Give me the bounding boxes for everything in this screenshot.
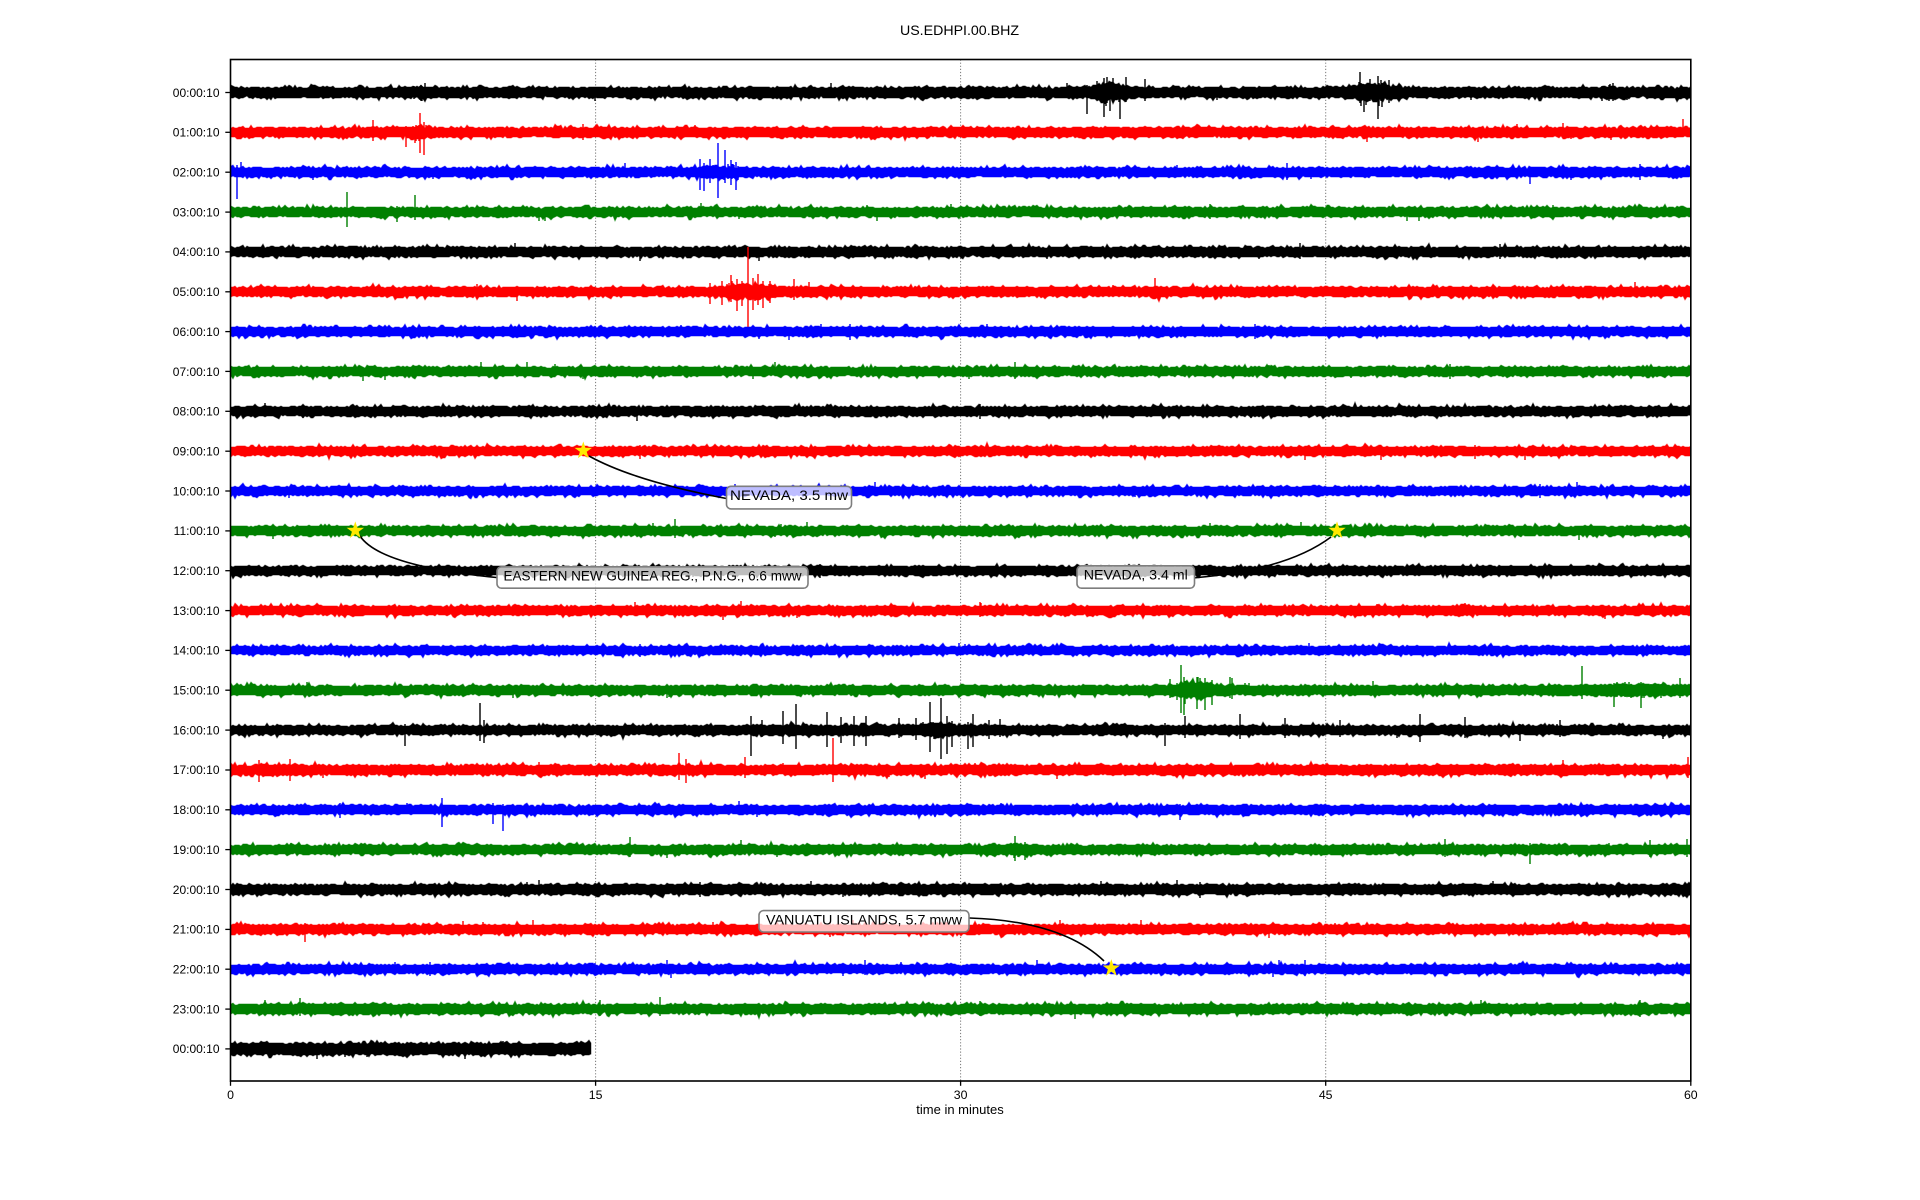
svg-text:09:00:10: 09:00:10 — [173, 445, 220, 459]
svg-text:17:00:10: 17:00:10 — [173, 763, 220, 777]
svg-text:NEVADA, 3.5 mw: NEVADA, 3.5 mw — [730, 487, 849, 503]
svg-text:06:00:10: 06:00:10 — [173, 325, 220, 339]
svg-text:23:00:10: 23:00:10 — [173, 1002, 220, 1016]
svg-text:07:00:10: 07:00:10 — [173, 365, 220, 379]
svg-text:NEVADA, 3.4 ml: NEVADA, 3.4 ml — [1084, 567, 1188, 583]
svg-text:45: 45 — [1319, 1088, 1333, 1102]
svg-text:EASTERN NEW GUINEA REG., P.N.G: EASTERN NEW GUINEA REG., P.N.G., 6.6 mww — [504, 568, 803, 584]
svg-text:03:00:10: 03:00:10 — [173, 205, 220, 219]
svg-text:16:00:10: 16:00:10 — [173, 723, 220, 737]
svg-text:60: 60 — [1684, 1088, 1698, 1102]
svg-text:11:00:10: 11:00:10 — [174, 524, 220, 538]
svg-text:14:00:10: 14:00:10 — [173, 644, 220, 658]
svg-text:10:00:10: 10:00:10 — [173, 484, 220, 498]
svg-text:01:00:10: 01:00:10 — [173, 126, 220, 140]
svg-text:13:00:10: 13:00:10 — [173, 604, 220, 618]
svg-text:20:00:10: 20:00:10 — [173, 883, 220, 897]
svg-text:15: 15 — [589, 1088, 603, 1102]
svg-text:22:00:10: 22:00:10 — [173, 963, 220, 977]
svg-text:US.EDHPI.00.BHZ: US.EDHPI.00.BHZ — [900, 23, 1019, 39]
svg-text:18:00:10: 18:00:10 — [173, 803, 220, 817]
svg-text:00:00:10: 00:00:10 — [173, 1042, 220, 1056]
svg-text:30: 30 — [954, 1088, 968, 1102]
svg-text:0: 0 — [227, 1088, 234, 1102]
svg-text:21:00:10: 21:00:10 — [173, 923, 220, 937]
svg-text:time in minutes: time in minutes — [916, 1102, 1004, 1117]
svg-text:08:00:10: 08:00:10 — [173, 405, 220, 419]
svg-text:12:00:10: 12:00:10 — [173, 564, 220, 578]
svg-text:02:00:10: 02:00:10 — [173, 166, 220, 180]
svg-text:15:00:10: 15:00:10 — [173, 684, 220, 698]
svg-text:19:00:10: 19:00:10 — [173, 843, 220, 857]
svg-text:00:00:10: 00:00:10 — [173, 86, 220, 100]
svg-text:04:00:10: 04:00:10 — [173, 245, 220, 259]
svg-text:05:00:10: 05:00:10 — [173, 285, 220, 299]
svg-text:VANUATU ISLANDS, 5.7 mww: VANUATU ISLANDS, 5.7 mww — [766, 912, 963, 928]
